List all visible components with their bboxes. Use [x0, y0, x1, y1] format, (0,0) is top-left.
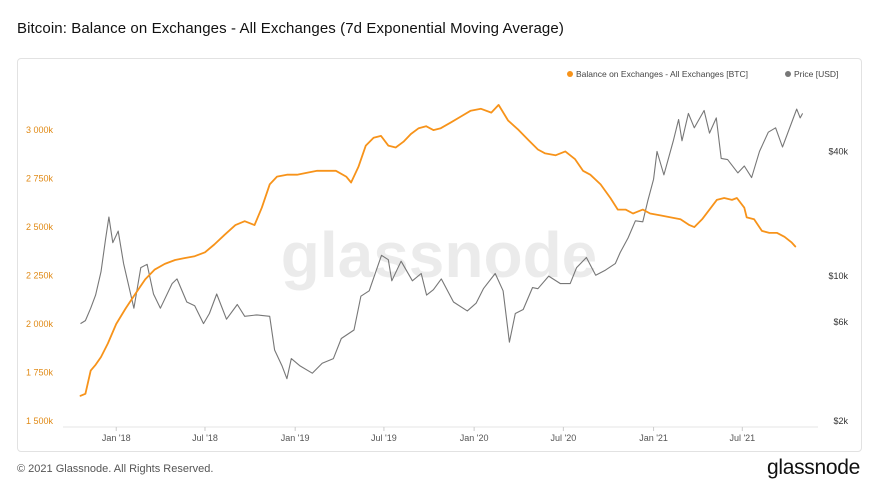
legend-label: Price [USD] [794, 69, 838, 79]
balance-series-line [79, 104, 797, 397]
x-tick-label: Jul '21 [729, 433, 755, 443]
x-tick-label: Jan '20 [460, 433, 489, 443]
legend[interactable]: Balance on Exchanges - All Exchanges [BT… [567, 69, 838, 79]
y-left-tick-label: 2 000k [26, 319, 54, 329]
plot-lines [79, 104, 804, 397]
y-right-tick-label: $10k [828, 271, 848, 281]
left-axis: 1 500k 1 750k 2 000k 2 250k 2 500k 2 750k 3 00… [26, 125, 54, 426]
copyright-notice: © 2021 Glassnode. All Rights Reserved. [17, 463, 214, 475]
x-tick-label: Jan '19 [281, 433, 310, 443]
chart-panel: glassnode 1 500k 1 750k 2 000k 2 250k 2 500k… [17, 58, 862, 452]
y-left-tick-label: 3 000k [26, 125, 54, 135]
watermark: glassnode [281, 219, 598, 291]
y-left-tick-label: 1 750k [26, 368, 54, 378]
x-tick-label: Jan '18 [102, 433, 131, 443]
x-tick-label: Jan '21 [639, 433, 668, 443]
x-axis: Jan '18 Jul '18 Jan '19 Jul '19 Jan '20 Jul '… [63, 426, 818, 443]
y-left-tick-label: 2 500k [26, 222, 54, 232]
x-tick-label: Jul '18 [192, 433, 218, 443]
y-left-tick-label: 2 250k [26, 271, 54, 281]
right-axis: $2k $6k $10k $40k [828, 146, 848, 426]
legend-label: Balance on Exchanges - All Exchanges [BT… [576, 69, 748, 79]
brand-logo: glassnode [766, 456, 860, 479]
legend-swatch [785, 71, 791, 77]
y-right-tick-label: $40k [828, 146, 848, 156]
y-right-tick-label: $2k [833, 416, 848, 426]
chart-title: Bitcoin: Balance on Exchanges - All Exch… [17, 20, 564, 37]
legend-swatch [567, 71, 573, 77]
x-tick-label: Jul '19 [371, 433, 397, 443]
y-left-tick-label: 1 500k [26, 416, 54, 426]
y-left-tick-label: 2 750k [26, 174, 54, 184]
x-tick-label: Jul '20 [550, 433, 576, 443]
chart-svg: glassnode 1 500k 1 750k 2 000k 2 250k 2 500k… [26, 69, 848, 443]
price-series-line [80, 108, 804, 380]
y-right-tick-label: $6k [833, 317, 848, 327]
